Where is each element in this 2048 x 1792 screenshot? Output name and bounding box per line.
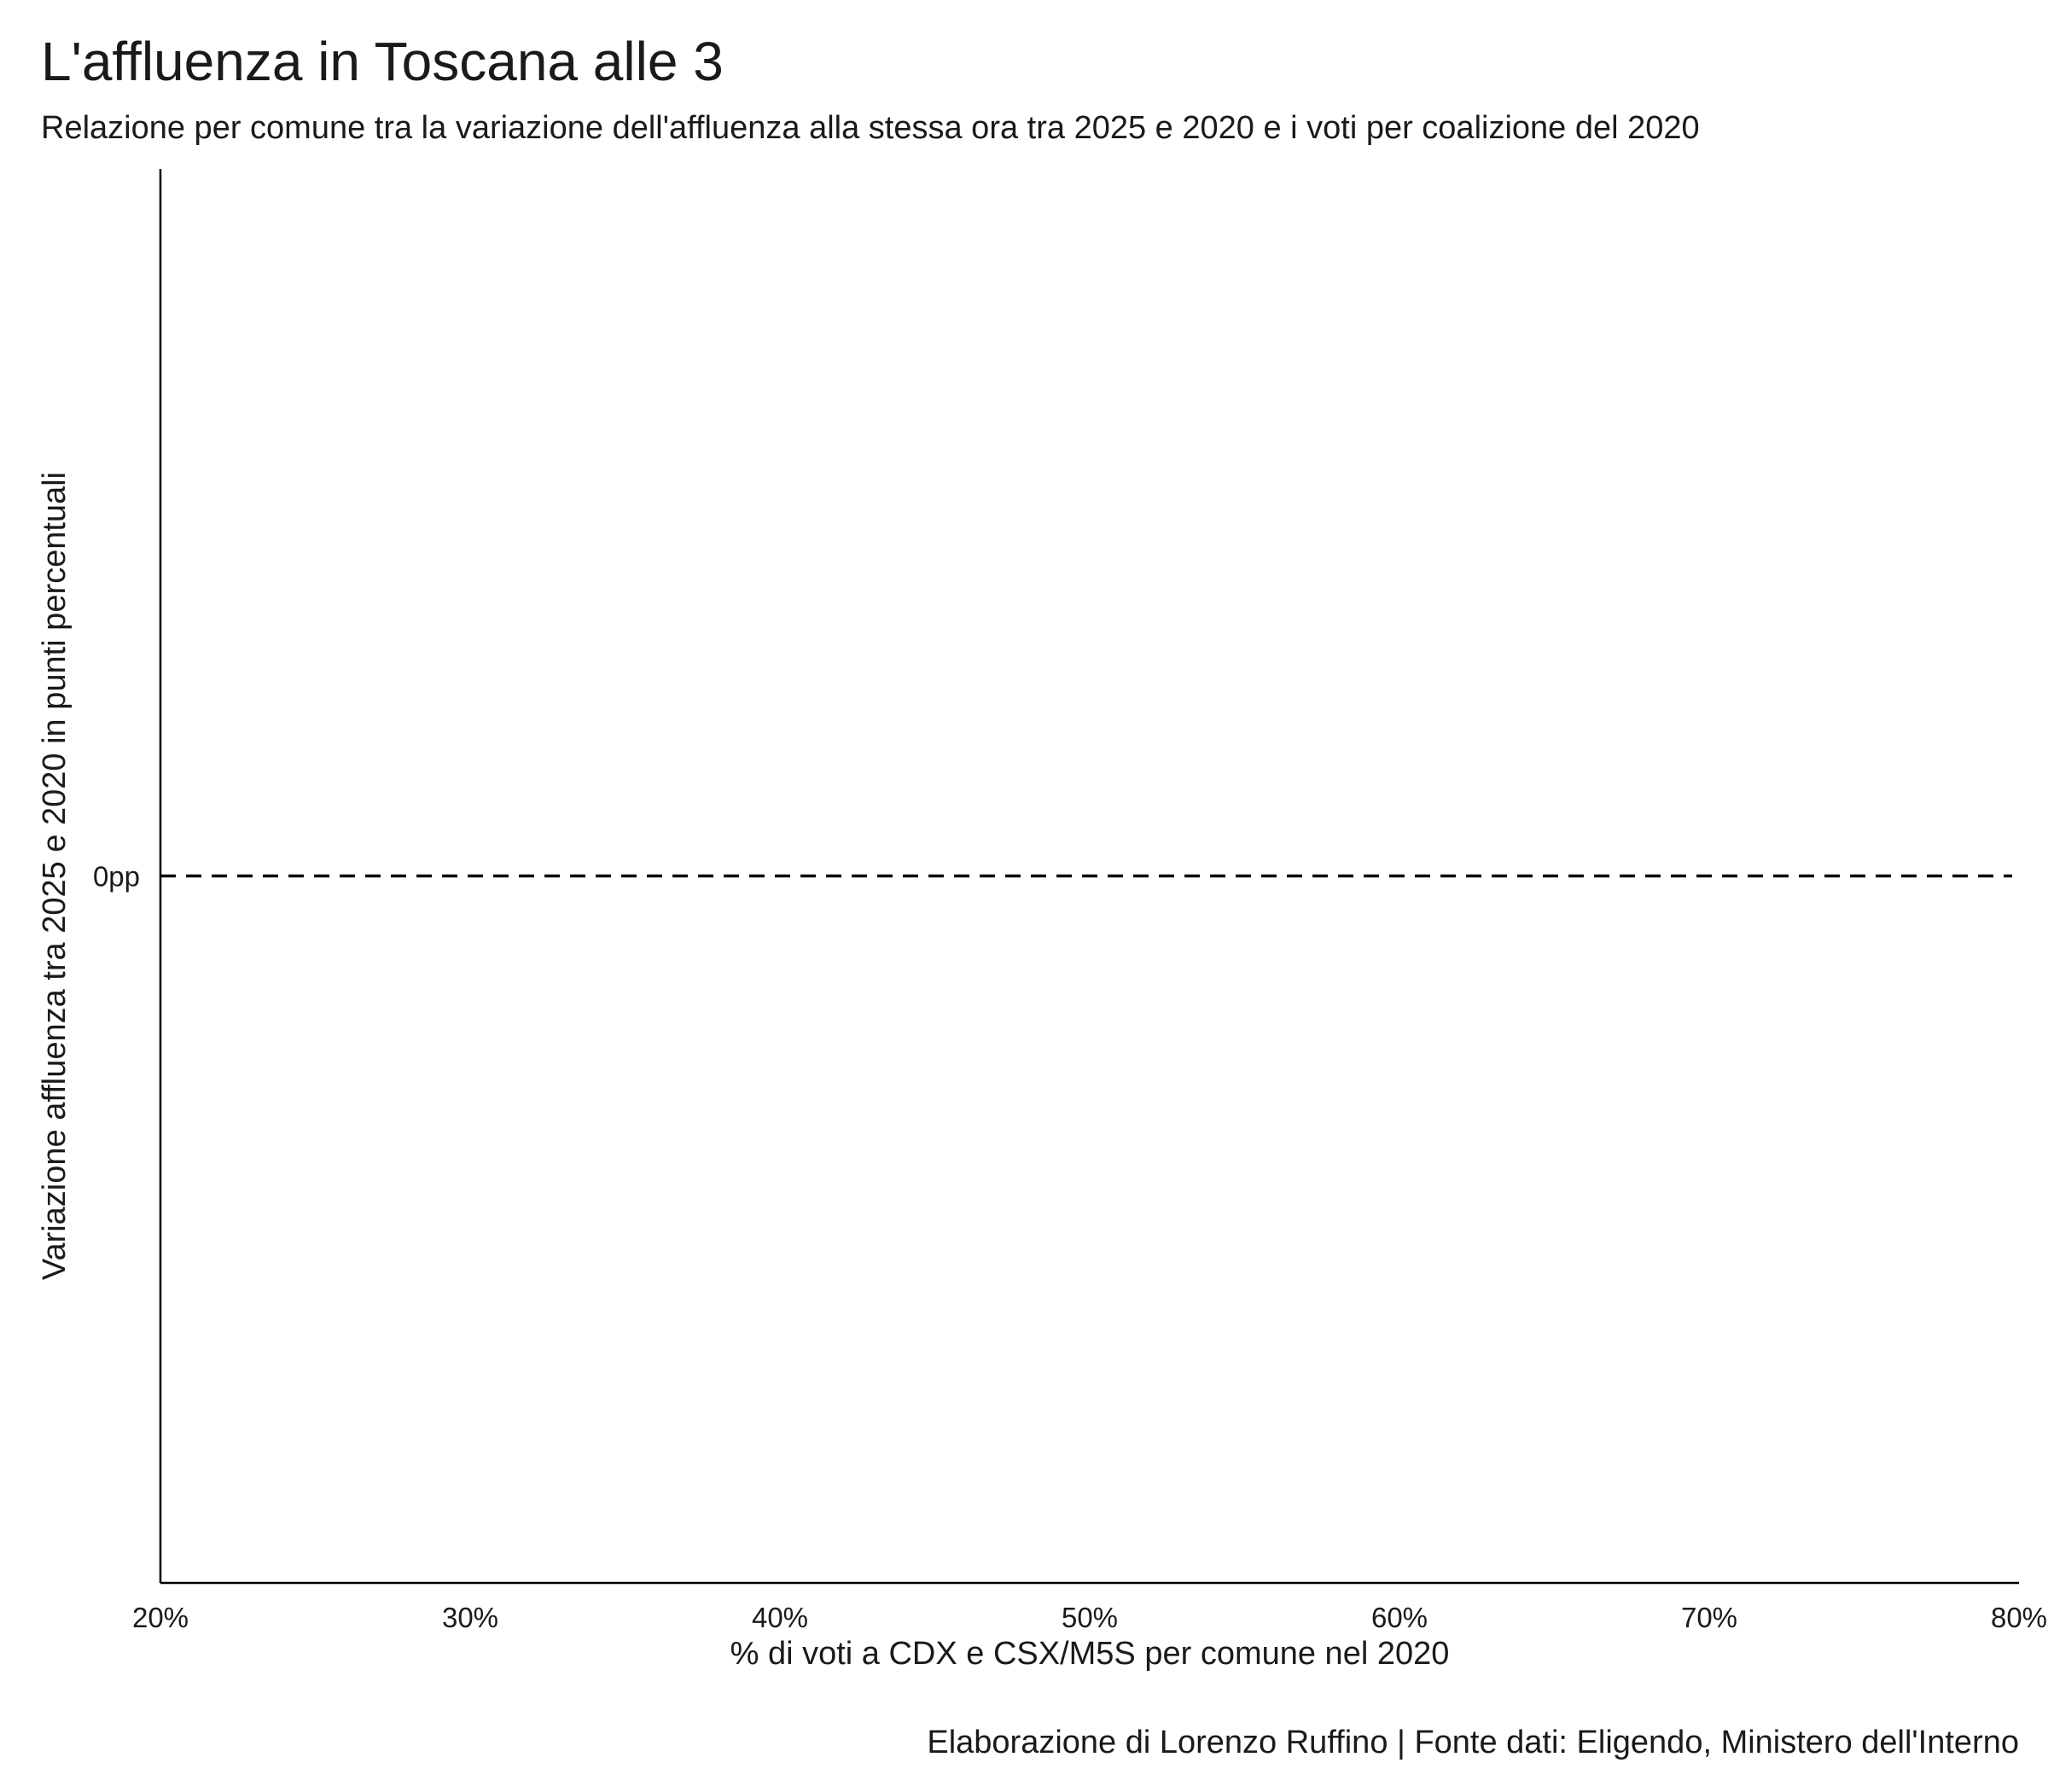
x-tick-label: 70% — [1681, 1602, 1737, 1633]
x-tick-label: 30% — [442, 1602, 498, 1633]
chart-title: L'affluenza in Toscana alle 3 — [41, 31, 724, 92]
x-axis-label: % di voti a CDX e CSX/M5S per comune nel… — [730, 1636, 1450, 1672]
x-tick-label: 40% — [752, 1602, 808, 1633]
chart-caption: Elaborazione di Lorenzo Ruffino | Fonte … — [927, 1725, 2019, 1760]
chart-subtitle: Relazione per comune tra la variazione d… — [41, 110, 1700, 146]
x-tick-label: 60% — [1371, 1602, 1428, 1633]
plot-area: 20% 30% 40% 50% 60% 70% 80% 0pp — [93, 169, 2047, 1633]
x-tick-label: 50% — [1062, 1602, 1118, 1633]
y-tick-label: 0pp — [93, 861, 140, 893]
y-axis-label: Variazione affluenza tra 2025 e 2020 in … — [37, 472, 73, 1280]
x-tick-label: 20% — [132, 1602, 189, 1633]
x-tick-label: 80% — [1991, 1602, 2047, 1633]
x-tick-labels: 20% 30% 40% 50% 60% 70% 80% — [132, 1602, 2047, 1633]
y-tick-labels: 0pp — [93, 861, 140, 893]
